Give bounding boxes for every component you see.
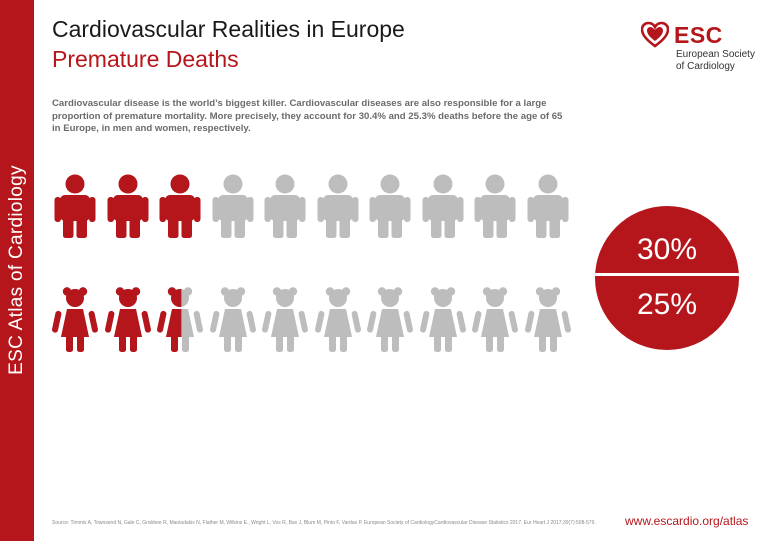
logo-organization-name: European Society of Cardiology	[676, 49, 755, 72]
woman-icon	[157, 286, 203, 352]
sidebar-label: ESC Atlas of Cardiology	[6, 165, 27, 375]
percent-circle: 30% 25%	[595, 206, 739, 350]
atlas-url-link[interactable]: www.escardio.org/atlas	[625, 514, 749, 528]
woman-icon	[209, 286, 256, 352]
men-percent-label: 30%	[636, 233, 698, 266]
circle-divider	[595, 273, 739, 276]
woman-icon	[52, 286, 98, 352]
man-icon	[157, 172, 203, 238]
heart-logo-icon	[641, 21, 669, 48]
woman-icon	[472, 286, 518, 352]
man-icon	[472, 172, 518, 238]
man-icon	[210, 172, 256, 238]
woman-icon	[524, 286, 571, 352]
page-title: Cardiovascular Realities in Europe	[52, 16, 405, 42]
woman-icon	[262, 286, 308, 352]
man-icon	[105, 172, 151, 238]
man-icon	[367, 172, 413, 238]
sidebar: ESC Atlas of Cardiology	[0, 0, 34, 541]
woman-icon	[104, 286, 151, 352]
man-icon	[525, 172, 571, 238]
source-citation: Source: Timmis A, Townsend N, Gale C, Gr…	[52, 520, 596, 526]
man-icon	[262, 172, 308, 238]
women-percent-label: 25%	[636, 288, 698, 321]
logo-abbreviation: ESC	[674, 22, 723, 48]
man-icon	[52, 172, 98, 238]
woman-icon	[314, 286, 361, 352]
man-icon	[315, 172, 361, 238]
page-subtitle: Premature Deaths	[52, 46, 239, 72]
man-icon	[420, 172, 466, 238]
woman-icon	[419, 286, 466, 352]
intro-paragraph: Cardiovascular disease is the world’s bi…	[52, 98, 563, 134]
woman-icon	[367, 286, 413, 352]
esc-logo[interactable]: ESC European Society of Cardiology	[641, 18, 755, 74]
